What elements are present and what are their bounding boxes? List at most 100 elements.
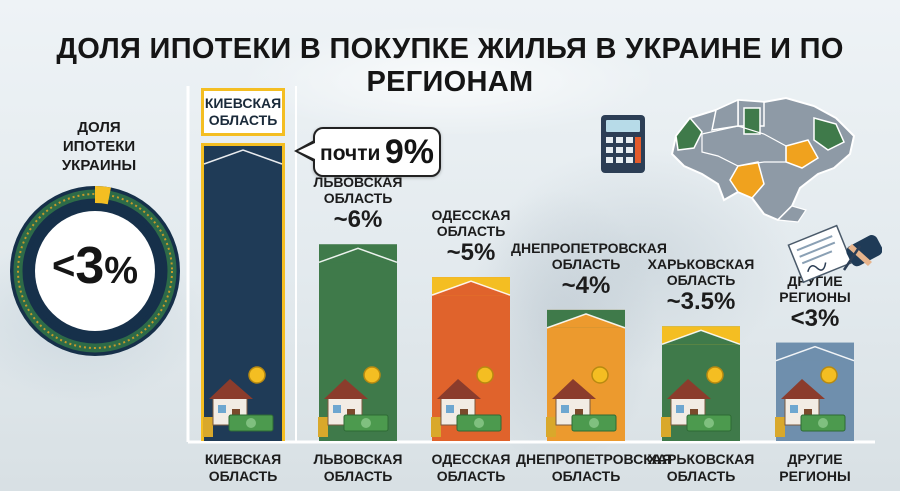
house-with-money-icon bbox=[661, 366, 732, 437]
value-label-region: РЕГИОНЫ bbox=[779, 288, 851, 305]
bar-chevron-line-4 bbox=[661, 329, 741, 345]
house-roof bbox=[437, 379, 481, 399]
category-label: ОДЕССКАЯ ОБЛАСТЬ bbox=[401, 451, 541, 485]
kiev-region-tag: КИЕВСКАЯ ОБЛАСТЬ bbox=[201, 88, 285, 136]
house-roof bbox=[324, 379, 368, 399]
bar-chevron-5 bbox=[776, 346, 854, 361]
coin-stack-icon bbox=[431, 417, 441, 437]
value-label: ЛЬВОВСКАЯ ОБЛАСТЬ ~6% bbox=[283, 174, 433, 234]
money-bill-mark bbox=[704, 418, 714, 428]
coin-icon bbox=[476, 366, 494, 384]
coin-stack-icon bbox=[203, 417, 213, 437]
coin-icon bbox=[820, 366, 838, 384]
category-label: КИЕВСКАЯ ОБЛАСТЬ bbox=[173, 451, 313, 485]
page-title: ДОЛЯ ИПОТЕКИ В ПОКУПКЕ ЖИЛЬЯ В УКРАИНЕ И… bbox=[56, 33, 844, 98]
category-label-line: ОБЛАСТЬ bbox=[551, 468, 621, 484]
house-with-money-icon bbox=[318, 366, 389, 437]
bar-chevron-line-3 bbox=[546, 313, 626, 329]
ukraine-share-suffix: % bbox=[104, 250, 139, 292]
bar-chevron-line-2 bbox=[431, 280, 511, 296]
coin-icon bbox=[248, 366, 266, 384]
value-label-number: ~3.5% bbox=[666, 288, 736, 316]
callout-prefix: почти bbox=[320, 142, 381, 165]
category-label-line: ХАРЬКОВСКАЯ bbox=[647, 451, 755, 467]
category-label-line: ОБЛАСТЬ bbox=[666, 468, 736, 484]
house-roof bbox=[781, 379, 825, 399]
bar-chevron-3 bbox=[547, 313, 625, 328]
bar-chevron-line-1 bbox=[318, 247, 398, 264]
category-label-line: РЕГИОНЫ bbox=[779, 468, 851, 484]
money-bill-mark bbox=[474, 418, 484, 428]
category-label-line: ОБЛАСТЬ bbox=[436, 468, 506, 484]
ukraine-share-label-line: ИПОТЕКИ bbox=[62, 138, 136, 155]
bar-chevron-line-0 bbox=[203, 149, 283, 165]
bar-chevron-2 bbox=[432, 281, 510, 296]
house-with-money-icon bbox=[546, 366, 617, 437]
ukraine-share-donut: <3% bbox=[4, 180, 186, 362]
value-label-region: ЛЬВОВСКАЯ bbox=[313, 174, 403, 191]
house-window bbox=[676, 405, 684, 413]
bars-group bbox=[201, 143, 855, 441]
category-label-line: ДРУГИЕ bbox=[787, 451, 843, 467]
callout-pointer-fill bbox=[298, 143, 315, 159]
money-bill-mark bbox=[589, 418, 599, 428]
category-label-line: ЛЬВОВСКАЯ bbox=[313, 451, 403, 467]
house-window bbox=[790, 405, 798, 413]
bar-chevron-4 bbox=[662, 330, 740, 345]
value-label: ДНЕПРОПЕТРОВСКАЯ ОБЛАСТЬ ~4% bbox=[511, 239, 667, 300]
value-label-number: ~4% bbox=[561, 271, 611, 299]
category-label-line: КИЕВСКАЯ bbox=[204, 451, 282, 467]
bar-chevron-1 bbox=[319, 248, 397, 263]
ukraine-share-label-line: ДОЛЯ bbox=[77, 119, 121, 136]
value-label-region: ОДЕССКАЯ bbox=[431, 207, 511, 224]
value-label-region: ОБЛАСТЬ bbox=[551, 255, 621, 272]
house-roof bbox=[552, 379, 596, 399]
bar-chevron-line-5 bbox=[775, 345, 855, 362]
coin-stack-icon bbox=[318, 417, 328, 437]
value-label: ХАРЬКОВСКАЯ ОБЛАСТЬ ~3.5% bbox=[626, 256, 776, 316]
coin-icon bbox=[363, 366, 381, 384]
house-roof bbox=[209, 379, 253, 399]
house-with-money-icon bbox=[431, 366, 502, 437]
value-label-number: ~6% bbox=[333, 206, 383, 234]
coin-stack-icon bbox=[775, 417, 785, 437]
money-bill-mark bbox=[361, 418, 371, 428]
contract-signing-icon bbox=[787, 224, 882, 284]
ukraine-share-label: ДОЛЯ ИПОТЕКИ УКРАИНЫ bbox=[44, 118, 154, 175]
category-label: ЛЬВОВСКАЯ ОБЛАСТЬ bbox=[288, 451, 428, 485]
category-label-line: ОБЛАСТЬ bbox=[208, 468, 278, 484]
category-label: ХАРЬКОВСКАЯ ОБЛАСТЬ bbox=[631, 451, 771, 485]
category-label-line: ОБЛАСТЬ bbox=[323, 468, 393, 484]
kiev-value-callout: почти 9% bbox=[313, 127, 441, 177]
donut-share-slice bbox=[95, 186, 111, 205]
coin-stack-icon bbox=[546, 417, 556, 437]
bar-chevron-0 bbox=[204, 150, 282, 164]
ukraine-share-value: <3% bbox=[4, 236, 186, 296]
money-bill-mark bbox=[818, 418, 828, 428]
house-window bbox=[561, 405, 569, 413]
house-roof bbox=[667, 379, 711, 399]
house-with-money-icon bbox=[775, 366, 846, 437]
ukraine-share-number: 3 bbox=[75, 237, 105, 295]
value-label-number: <3% bbox=[790, 304, 840, 332]
category-label-line: ДНЕПРОПЕТРОВСКАЯ bbox=[516, 451, 672, 467]
category-label: ДРУГИЕ РЕГИОНЫ bbox=[745, 451, 885, 485]
donut-center bbox=[35, 211, 155, 331]
donut-svg bbox=[10, 186, 180, 356]
money-bill-mark bbox=[246, 418, 256, 428]
value-label-region: ДНЕПРОПЕТРОВСКАЯ bbox=[511, 239, 667, 256]
coin-icon bbox=[706, 366, 724, 384]
category-label: ДНЕПРОПЕТРОВСКАЯ ОБЛАСТЬ bbox=[516, 451, 672, 485]
house-with-money-icon bbox=[203, 366, 274, 437]
value-label-region: ОБЛАСТЬ bbox=[436, 223, 506, 240]
value-label-number: ~5% bbox=[446, 239, 496, 267]
house-window bbox=[333, 405, 341, 413]
house-window bbox=[446, 405, 454, 413]
callout-value: 9% bbox=[384, 133, 434, 171]
kiev-tag-line: КИЕВСКАЯ bbox=[204, 95, 282, 111]
calculator-icon bbox=[601, 115, 645, 173]
donut-pattern-ring bbox=[17, 193, 173, 349]
ukraine-share-label-line: УКРАИНЫ bbox=[61, 157, 137, 174]
category-label-line: ОДЕССКАЯ bbox=[431, 451, 511, 467]
